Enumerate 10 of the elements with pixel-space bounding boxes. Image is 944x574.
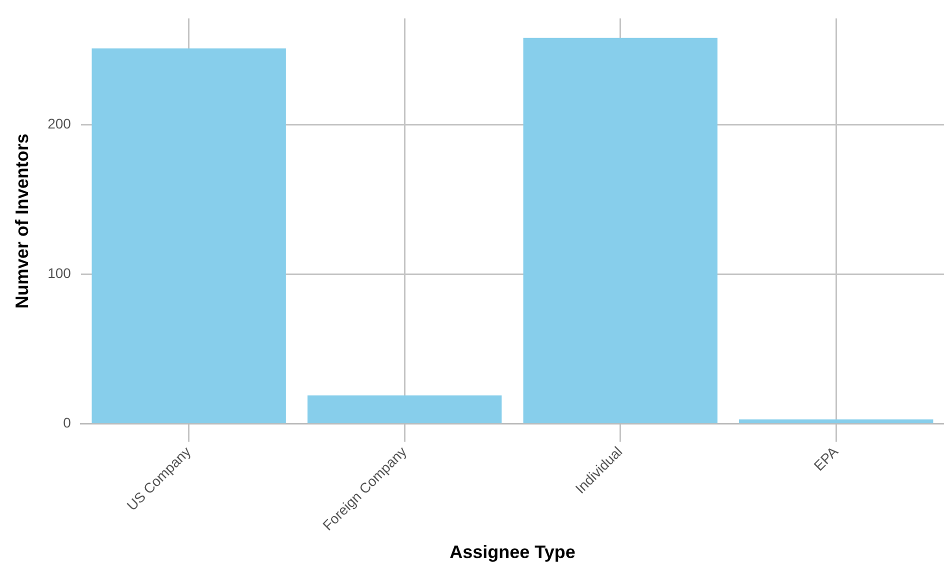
bar: [523, 38, 718, 424]
x-tick-label: EPA: [810, 442, 842, 474]
y-axis-title: Numver of Inventors: [12, 134, 32, 309]
bar: [308, 395, 502, 424]
x-axis-title: Assignee Type: [450, 542, 576, 562]
y-tick-label: 200: [48, 115, 72, 132]
bar: [92, 48, 286, 424]
y-tick-label: 100: [48, 265, 72, 282]
bar: [739, 419, 934, 424]
y-tick-label: 0: [63, 414, 72, 431]
